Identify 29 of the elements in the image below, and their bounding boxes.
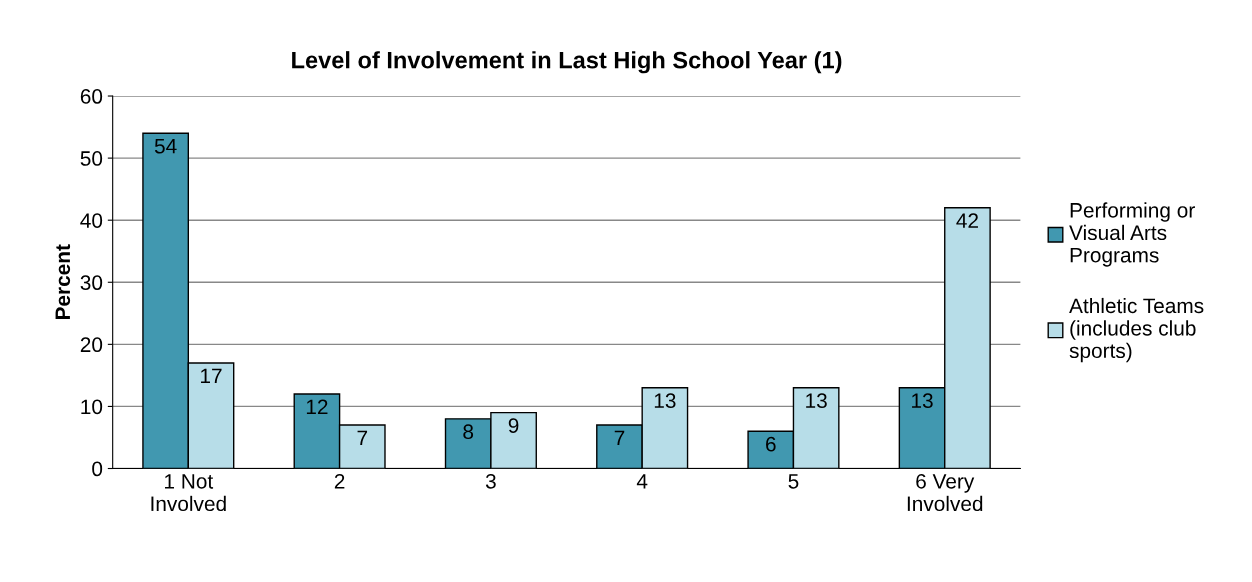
x-tick-label: 4: [636, 474, 648, 489]
x-tick-label: 3: [485, 473, 496, 489]
legend-label: Performing or Visual Arts Programs: [1069, 202, 1195, 267]
data-label: 9: [508, 418, 519, 433]
y-tick-label: 50: [80, 151, 103, 166]
chart-title: Level of Involvement in Last High School Year (1): [292, 51, 842, 74]
y-tick-label: 60: [80, 89, 103, 104]
y-tick-label: 10: [81, 399, 103, 415]
data-label: 42: [956, 213, 978, 228]
data-label: 13: [806, 393, 827, 409]
y-tick-label: 30: [80, 275, 103, 291]
x-tick-label: 5: [788, 474, 799, 489]
y-tick-label: 20: [80, 337, 103, 353]
data-label: 8: [463, 424, 474, 440]
data-label: 13: [654, 393, 676, 409]
x-tick-label: 6 Very Involved: [907, 473, 983, 512]
data-label: 7: [357, 430, 368, 446]
data-label: 54: [154, 139, 177, 154]
data-label: 12: [306, 399, 328, 415]
y-tick-label: 40: [80, 213, 103, 228]
data-label: 13: [912, 393, 933, 409]
data-label: 17: [201, 368, 222, 384]
legend-label: Athletic Teams (includes club sports): [1069, 297, 1204, 363]
y-tick-label: 0: [92, 461, 103, 477]
data-label: 7: [614, 430, 625, 446]
x-tick-label: 2: [334, 473, 345, 489]
x-tick-label: 1 Not Involved: [151, 474, 226, 512]
data-label: 6: [766, 436, 776, 452]
y-axis-title: Percent: [55, 244, 71, 320]
